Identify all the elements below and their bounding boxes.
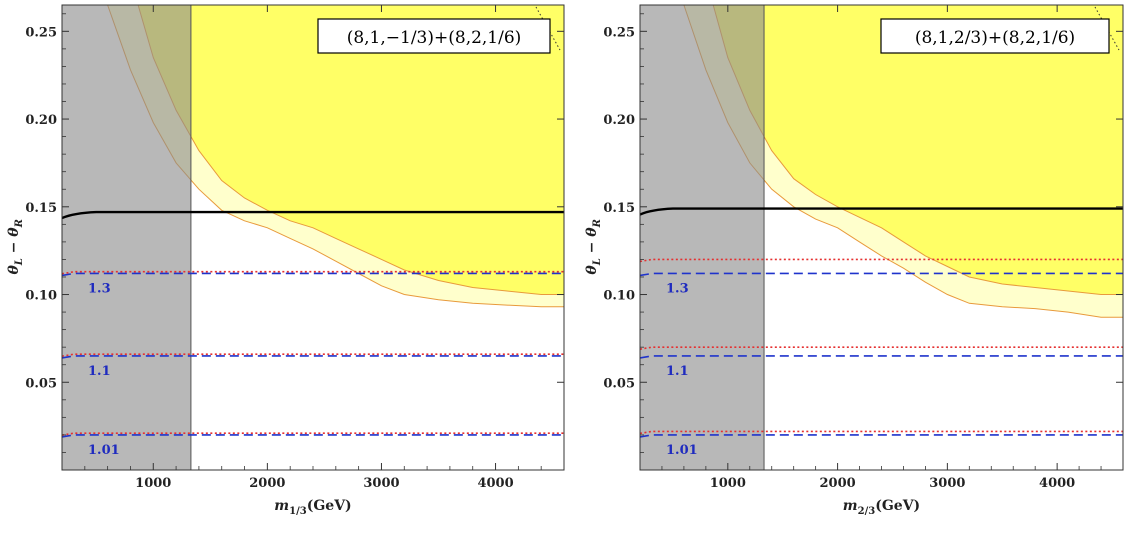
contour-line-2 <box>62 272 564 277</box>
y-tick-label-4: 0.25 <box>25 25 57 40</box>
x-tick-label-1: 2000 <box>819 476 855 491</box>
contour-line-0 <box>62 210 564 220</box>
y-tick-label-1: 0.10 <box>603 289 635 304</box>
x-axis-label: m1/3(GeV) <box>274 498 351 517</box>
y-tick-label-0: 0.05 <box>25 376 57 391</box>
contour-line-5 <box>62 432 564 436</box>
y-tick-label-1: 0.10 <box>25 289 57 304</box>
x-axis-label: m2/3(GeV) <box>843 498 920 517</box>
contour-label-4: 1.1 <box>666 364 689 379</box>
y-tick-label-3: 0.20 <box>603 113 635 128</box>
plot-area: 1.3 1.1 1.01 <box>62 5 564 470</box>
contour-line-1 <box>62 270 564 275</box>
contour-line-4 <box>640 355 1123 359</box>
y-tick-label-0: 0.05 <box>603 376 635 391</box>
y-tick-label-4: 0.25 <box>603 25 635 40</box>
contour-label-2: 1.3 <box>666 281 689 296</box>
x-tick-label-2: 3000 <box>363 476 399 491</box>
contour-label-6: 1.01 <box>88 443 120 458</box>
x-tick-label-3: 4000 <box>477 476 513 491</box>
mass-excluded-region <box>640 5 765 470</box>
plot-area: 1.3 1.1 1.01 <box>640 5 1123 470</box>
legend-box <box>880 18 1110 54</box>
contour-label-2: 1.3 <box>88 281 111 296</box>
mass-excluded-region <box>62 5 191 470</box>
contour-label-6: 1.01 <box>666 443 698 458</box>
contour-line-2 <box>640 272 1123 277</box>
y-axis-label: θL − θR <box>6 219 25 275</box>
contour-line-6 <box>62 434 564 438</box>
contour-line-0 <box>640 207 1123 216</box>
x-tick-label-0: 1000 <box>135 476 171 491</box>
legend-box <box>317 18 551 54</box>
contour-line-6 <box>640 434 1123 438</box>
y-tick-label-2: 0.15 <box>603 201 635 216</box>
legend-label: (8,1,−1/3)+(8,2,1/6) <box>347 28 522 48</box>
legend-label: (8,1,2/3)+(8,2,1/6) <box>915 28 1075 48</box>
contour-line-4 <box>62 355 564 359</box>
x-tick-label-1: 2000 <box>249 476 285 491</box>
x-tick-label-0: 1000 <box>710 476 746 491</box>
left-panel: 1.3 1.1 1.01 1000 2000 3000 4000 0.05 0.10 0.15 0.… <box>6 4 565 517</box>
x-tick-label-2: 3000 <box>929 476 965 491</box>
contour-line-3 <box>62 353 564 357</box>
contour-label-4: 1.1 <box>88 364 111 379</box>
right-panel: 1.3 1.1 1.01 1000 2000 3000 4000 0.05 0.10 0.15 0.… <box>584 4 1124 517</box>
x-tick-label-3: 4000 <box>1039 476 1075 491</box>
y-axis-label: θL − θR <box>584 219 603 275</box>
y-tick-label-3: 0.20 <box>25 113 57 128</box>
y-tick-label-2: 0.15 <box>25 201 57 216</box>
